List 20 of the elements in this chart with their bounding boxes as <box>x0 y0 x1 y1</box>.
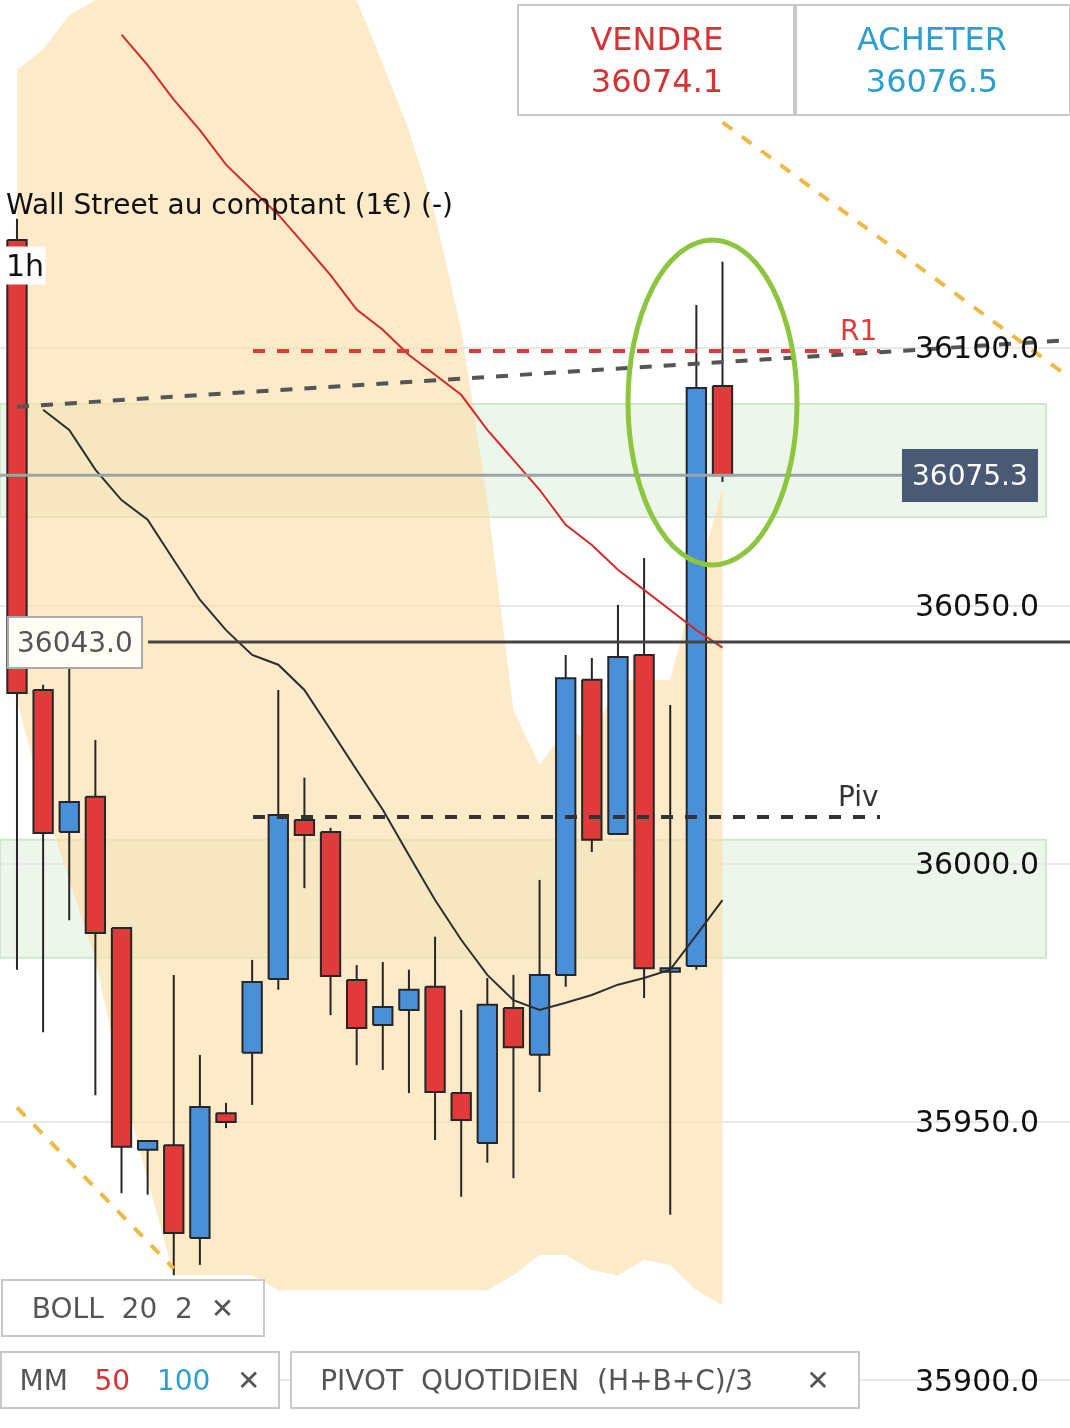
y-tick-label: 35900.0 <box>914 1362 1039 1398</box>
annotation: BOLL 20 2 ✕ <box>31 1291 235 1325</box>
annotation: 36076.5 <box>865 61 999 100</box>
annotation: ACHETER <box>857 20 1007 59</box>
y-tick-label: 36050.0 <box>914 588 1039 624</box>
y-tick-label: 35950.0 <box>914 1104 1039 1140</box>
annotation: PIVOT QUOTIDIEN (H+B+C)/3 <box>320 1363 753 1397</box>
ref-line-label: Piv <box>838 780 879 813</box>
annotation: 36074.1 <box>590 61 724 100</box>
annotation: ✕ <box>806 1363 830 1397</box>
ref-line-label: R1 <box>840 314 878 347</box>
ref-line-label: 36043.0 <box>17 626 133 659</box>
annotation: VENDRE <box>590 20 724 59</box>
ref-line-label: 36075.3 <box>912 459 1028 492</box>
annotation: 1h <box>6 248 45 283</box>
y-tick-label: 36000.0 <box>914 846 1039 882</box>
annotation: 100 <box>156 1363 211 1397</box>
annotation: MM <box>19 1363 68 1397</box>
annotation: 50 <box>94 1363 131 1397</box>
annotation: ✕ <box>237 1363 261 1397</box>
